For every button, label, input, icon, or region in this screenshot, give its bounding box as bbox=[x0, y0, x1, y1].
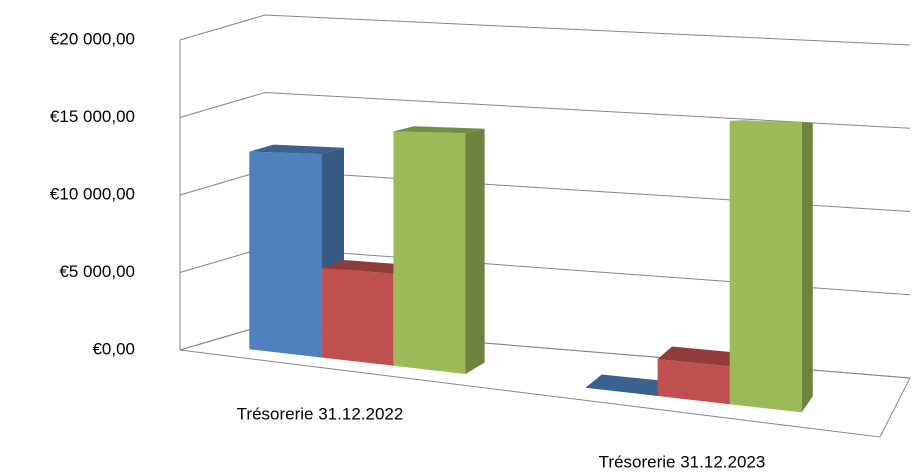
bar-front bbox=[249, 151, 322, 358]
y-tick-label: €0,00 bbox=[92, 339, 135, 358]
bar-front bbox=[657, 359, 730, 405]
bar-front bbox=[393, 131, 466, 374]
bar-top bbox=[657, 346, 743, 367]
y-tick-label: €15 000,00 bbox=[50, 107, 135, 126]
bar-top bbox=[729, 120, 813, 123]
bar-top bbox=[585, 374, 673, 396]
bar-front bbox=[729, 120, 802, 413]
bar-top bbox=[321, 260, 415, 274]
x-tick-label: Trésorerie 31.12.2023 bbox=[599, 452, 766, 471]
bar-side bbox=[801, 122, 813, 413]
bar-top bbox=[393, 126, 485, 134]
bar-side bbox=[465, 128, 485, 374]
x-tick-label: Trésorerie 31.12.2022 bbox=[237, 404, 404, 423]
grid-line bbox=[179, 14, 911, 46]
y-tick-label: €10 000,00 bbox=[50, 184, 135, 203]
bar-front bbox=[321, 268, 394, 366]
grid-line bbox=[179, 91, 911, 129]
y-tick-label: €5 000,00 bbox=[59, 262, 135, 281]
y-tick-label: €20 000,00 bbox=[50, 29, 135, 48]
bar-top bbox=[249, 144, 344, 155]
